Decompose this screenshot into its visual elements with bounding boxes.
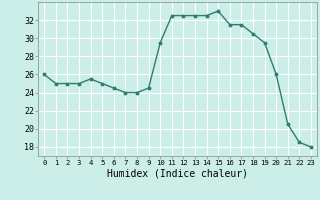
X-axis label: Humidex (Indice chaleur): Humidex (Indice chaleur) <box>107 169 248 179</box>
